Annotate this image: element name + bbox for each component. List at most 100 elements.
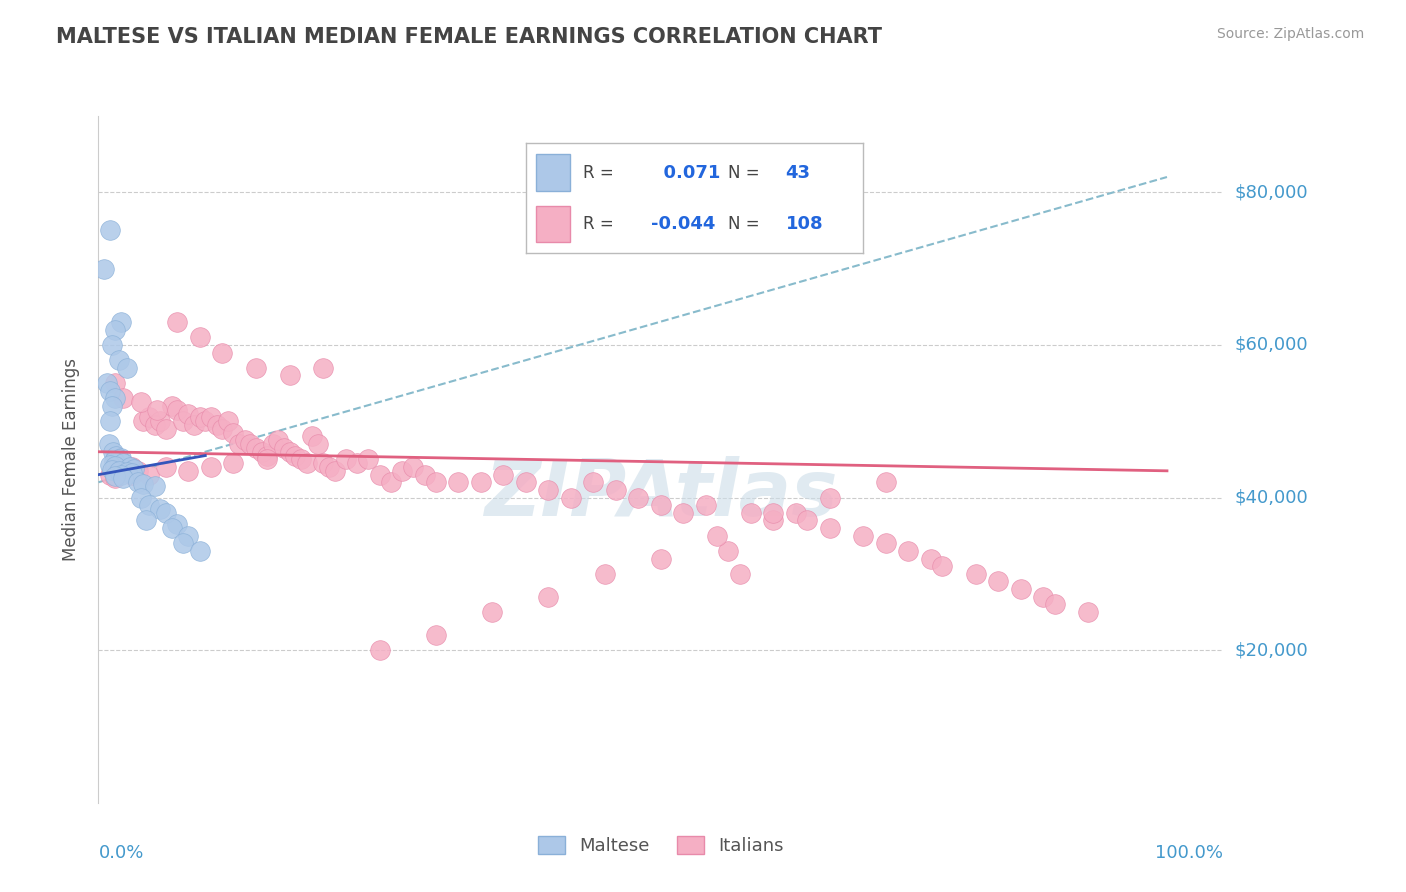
Point <box>346 456 368 470</box>
Point <box>93 261 115 276</box>
Point <box>101 463 124 477</box>
Text: 108: 108 <box>786 215 824 233</box>
Point <box>818 491 841 505</box>
Point <box>481 605 503 619</box>
Point <box>222 425 245 440</box>
Point <box>200 460 222 475</box>
Legend: Maltese, Italians: Maltese, Italians <box>530 829 792 863</box>
Point <box>262 437 284 451</box>
Point <box>217 414 239 428</box>
Point <box>121 460 143 475</box>
Point <box>1043 598 1066 612</box>
Point <box>391 464 413 478</box>
Point <box>537 590 560 604</box>
Point <box>155 506 177 520</box>
Point <box>582 475 605 490</box>
Text: 100.0%: 100.0% <box>1156 844 1223 862</box>
Bar <box>536 154 569 191</box>
Point <box>118 460 141 475</box>
Point <box>177 529 200 543</box>
Point <box>245 360 267 375</box>
Point <box>132 414 155 428</box>
Point <box>115 464 138 478</box>
Point <box>127 475 149 490</box>
Point <box>138 498 160 512</box>
Point <box>717 544 740 558</box>
Text: $60,000: $60,000 <box>1234 336 1308 354</box>
Point <box>425 475 447 490</box>
Point <box>127 464 149 478</box>
Point <box>138 410 160 425</box>
Point <box>796 513 818 527</box>
Point <box>112 471 135 485</box>
Point <box>413 467 436 482</box>
Text: -0.044: -0.044 <box>651 215 716 233</box>
Point <box>104 392 127 406</box>
Point <box>250 444 273 458</box>
Point <box>124 461 146 475</box>
Point <box>107 464 129 478</box>
Point <box>188 330 211 344</box>
Point <box>650 551 672 566</box>
Text: 0.071: 0.071 <box>651 164 720 182</box>
Point <box>987 574 1010 589</box>
Point <box>121 466 143 480</box>
Point <box>323 464 346 478</box>
Point <box>537 483 560 497</box>
Point <box>897 544 920 558</box>
Point <box>188 410 211 425</box>
Point <box>103 454 125 468</box>
Point <box>149 414 172 428</box>
Point <box>104 323 127 337</box>
Text: 0.0%: 0.0% <box>98 844 143 862</box>
Point <box>160 521 183 535</box>
Point <box>98 414 121 428</box>
Point <box>129 491 152 505</box>
Text: R =: R = <box>583 164 614 182</box>
Point <box>672 506 695 520</box>
Point <box>205 417 228 432</box>
Point <box>121 467 143 482</box>
Point <box>96 376 118 390</box>
Point <box>104 459 127 474</box>
Point <box>172 414 194 428</box>
Point <box>107 452 129 467</box>
Point <box>402 460 425 475</box>
Point <box>200 410 222 425</box>
Point <box>931 559 953 574</box>
Point <box>129 395 152 409</box>
Point <box>104 376 127 390</box>
Point <box>98 384 121 398</box>
Point <box>284 449 307 463</box>
Point <box>138 467 160 482</box>
Bar <box>536 206 569 243</box>
Point <box>740 506 762 520</box>
Point <box>312 456 335 470</box>
Point <box>172 536 194 550</box>
Point <box>492 467 515 482</box>
Point <box>1077 605 1099 619</box>
Point <box>368 467 391 482</box>
Point <box>627 491 650 505</box>
Text: ZIPAtlas: ZIPAtlas <box>484 456 838 532</box>
Point <box>785 506 807 520</box>
Point <box>380 475 402 490</box>
Text: Source: ZipAtlas.com: Source: ZipAtlas.com <box>1216 27 1364 41</box>
Point <box>104 469 127 483</box>
Point <box>97 437 120 451</box>
Point <box>112 392 135 406</box>
Point <box>104 471 127 485</box>
Point <box>605 483 627 497</box>
Point <box>149 502 172 516</box>
Point <box>762 506 785 520</box>
Point <box>228 437 250 451</box>
Point <box>107 353 129 368</box>
Text: MALTESE VS ITALIAN MEDIAN FEMALE EARNINGS CORRELATION CHART: MALTESE VS ITALIAN MEDIAN FEMALE EARNING… <box>56 27 882 46</box>
Point <box>273 441 295 455</box>
Point <box>307 437 329 451</box>
Point <box>318 460 340 475</box>
Point <box>115 466 138 480</box>
Point <box>132 476 155 491</box>
Point <box>166 315 188 329</box>
Y-axis label: Median Female Earnings: Median Female Earnings <box>62 358 80 561</box>
